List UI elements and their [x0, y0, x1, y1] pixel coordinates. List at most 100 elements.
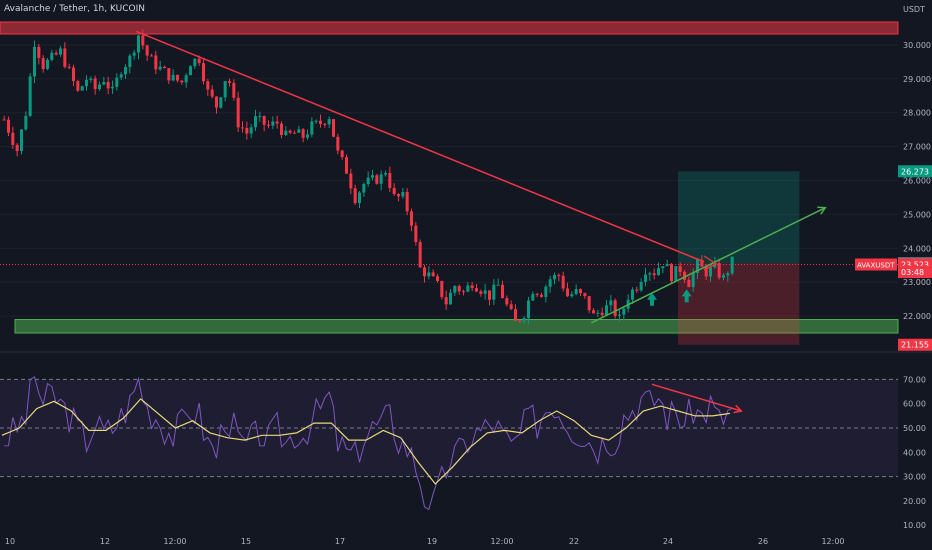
candle-body [180, 80, 184, 83]
downtrend-line [136, 30, 705, 263]
symbol-tag-bg [855, 258, 897, 271]
candles [2, 29, 734, 325]
candle-body [448, 292, 453, 305]
candle-body [223, 81, 227, 98]
price-tick-label: 24.000 [903, 244, 931, 253]
price-label-bg [898, 338, 932, 351]
price-grid [0, 44, 898, 317]
candle-body [461, 291, 466, 293]
price-axis: 30.000 29.000 28.000 27.000 26.000 25.000 24.0… [903, 5, 931, 321]
price-tick-label: 25.000 [903, 210, 931, 219]
candle-body [630, 289, 635, 300]
candle-body [123, 66, 128, 75]
candle-body [505, 298, 509, 305]
candle-body [392, 187, 396, 195]
candle-body [604, 305, 609, 316]
price-tick-label: 28.000 [903, 109, 931, 118]
candle-body [154, 55, 158, 70]
candle-body [708, 267, 713, 277]
candle-body [84, 79, 89, 87]
candle-body [162, 66, 167, 69]
candle-body [279, 123, 284, 136]
candle-body [457, 286, 461, 292]
candle-body [453, 286, 457, 293]
trendlines[interactable] [136, 30, 827, 324]
candle-body [50, 52, 54, 60]
price-label: 23.523 [901, 260, 929, 269]
candle-body [262, 115, 266, 125]
candle-body [32, 46, 37, 77]
candle-body [197, 58, 201, 64]
candle-body [344, 157, 349, 174]
rsi-tick-label: 50.00 [903, 424, 926, 433]
price-tick-label: 29.000 [903, 75, 931, 84]
zones[interactable] [0, 21, 899, 334]
candle-body [470, 285, 474, 289]
candle-body [513, 309, 518, 321]
candle-body [41, 57, 45, 69]
candle-body [219, 97, 223, 108]
time-tick-label: 10 [5, 537, 15, 546]
candle-body [292, 132, 297, 134]
candle-body [37, 46, 41, 58]
candle-body [366, 177, 370, 185]
position-stop-zone [678, 263, 800, 345]
candle-body [45, 59, 50, 69]
candle-body [418, 242, 422, 268]
candle-body [370, 175, 375, 178]
candle-body [6, 119, 11, 133]
candle-body [652, 273, 656, 276]
rsi-line [4, 376, 733, 511]
candle-body [232, 82, 236, 98]
candle-body [500, 284, 505, 299]
candle-body [479, 291, 483, 294]
candle-body [102, 81, 106, 85]
candle-body [145, 45, 149, 56]
candle-body [314, 120, 318, 122]
candle-body [643, 274, 648, 282]
candle-body [149, 55, 154, 57]
candle-body [67, 66, 71, 68]
time-axis: 10 12 12:00 15 17 19 12:00 22 24 26 12:00 [5, 537, 845, 546]
candle-body [258, 115, 262, 117]
candle-body [318, 120, 323, 124]
candle-body [336, 136, 340, 151]
candle-body [158, 66, 162, 70]
rsi-panel: 70.00 60.00 50.00 40.00 30.00 20.00 10.00 [0, 351, 932, 530]
candle-body [648, 273, 652, 275]
candle-body [141, 35, 145, 46]
candle-body [427, 272, 431, 277]
price-tick-label: 27.000 [903, 143, 931, 152]
candle-body [600, 312, 604, 316]
candle-body [11, 132, 15, 145]
candle-body [115, 77, 119, 87]
candle-body [717, 263, 721, 278]
candle-body [175, 74, 180, 81]
long-position-tool[interactable] [0, 171, 898, 345]
up-arrow-marker [681, 289, 692, 303]
candle-body [396, 194, 401, 197]
candle-body [80, 86, 84, 91]
candle-body [349, 173, 353, 189]
candle-body [617, 314, 622, 316]
candle-body [409, 211, 414, 226]
candle-body [340, 150, 344, 158]
candle-body [357, 192, 362, 204]
candle-body [587, 296, 591, 311]
candle-body [535, 293, 539, 295]
candle-body [119, 74, 123, 78]
candle-body [28, 76, 32, 116]
candle-body [136, 35, 141, 53]
rsi-divergence-line [651, 383, 742, 412]
candle-body [656, 268, 661, 276]
candle-body [726, 273, 730, 276]
candle-body [275, 121, 279, 124]
candle-body [253, 116, 258, 128]
candle-body [414, 225, 418, 243]
candle-body [422, 267, 427, 277]
candle-body [24, 115, 28, 130]
candle-body [271, 121, 275, 126]
time-tick-label: 12:00 [821, 537, 844, 546]
